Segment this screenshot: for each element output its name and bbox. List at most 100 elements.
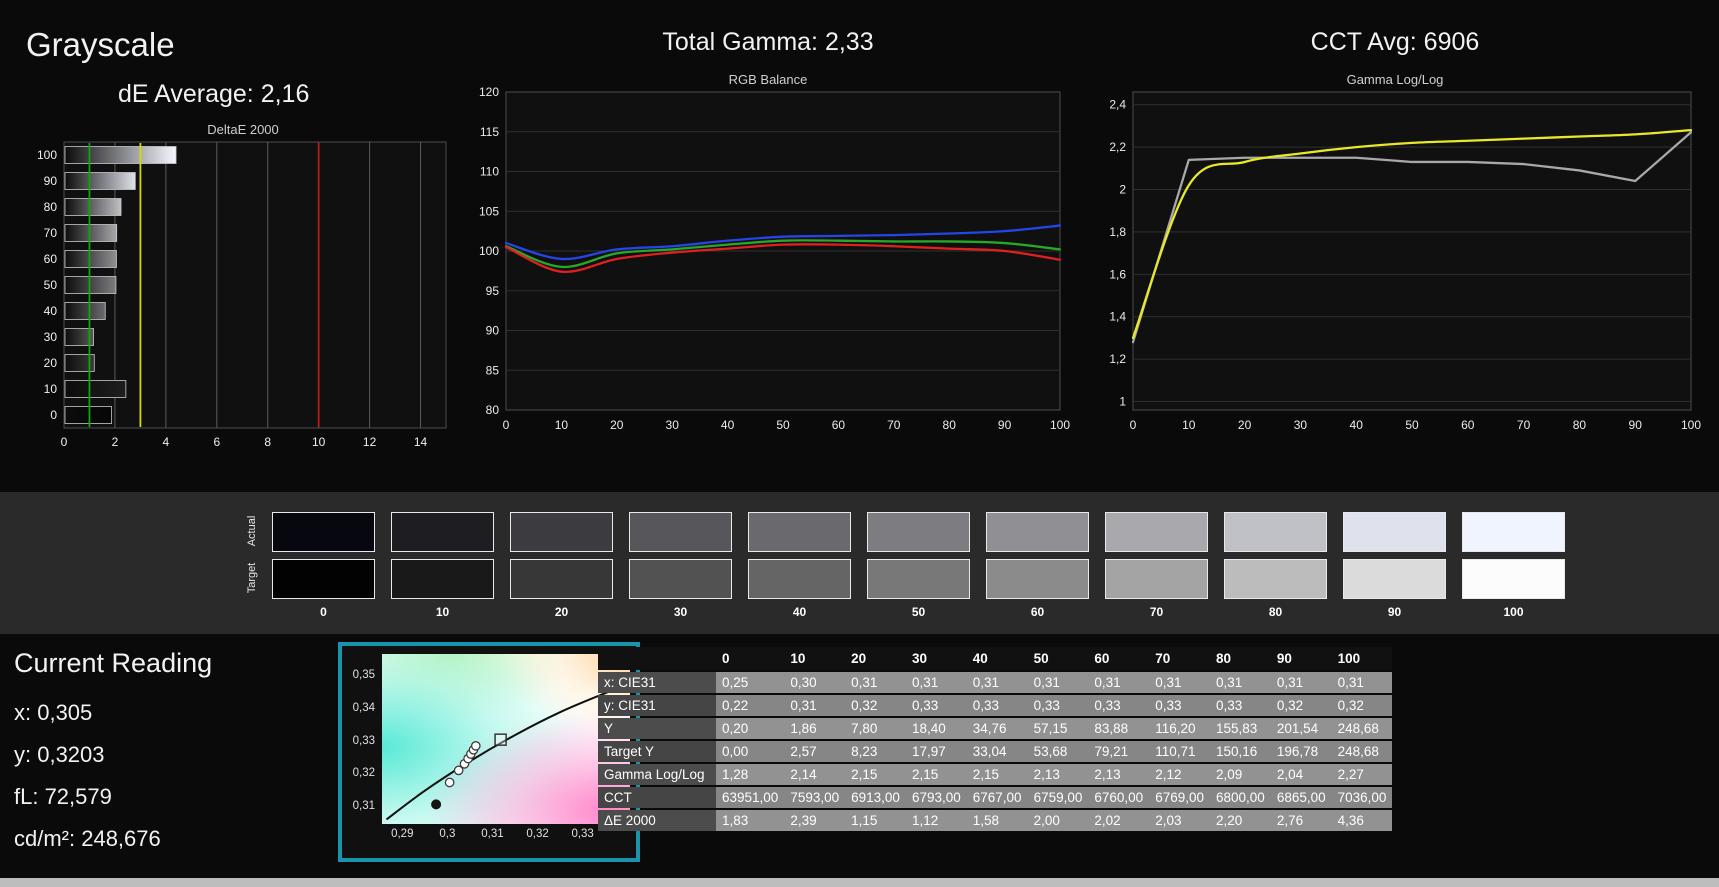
cell: 34,76 <box>966 718 1028 739</box>
reading-fl: fL: 72,579 <box>14 784 112 809</box>
cell: 0,31 <box>905 672 967 693</box>
cell: 1,86 <box>784 718 846 739</box>
cell: 4,36 <box>1331 810 1393 831</box>
target-swatch-70 <box>1105 559 1208 599</box>
svg-text:115: 115 <box>480 125 499 139</box>
svg-text:100: 100 <box>479 244 499 258</box>
cell: 0,31 <box>1210 672 1271 693</box>
svg-text:90: 90 <box>486 324 500 338</box>
deltae-bar-0 <box>64 406 113 424</box>
cie-chromaticity-panel[interactable]: 0,31 0,32 0,33 0,34 0,35 0,29 0,3 0,31 0,32 0,33 <box>338 642 640 862</box>
svg-text:90: 90 <box>998 418 1012 432</box>
window-bottom-edge <box>0 878 1719 887</box>
actual-swatch-60 <box>986 512 1089 552</box>
cie-point-circle <box>444 777 455 788</box>
actual-swatch-90 <box>1343 512 1446 552</box>
actual-swatch-70 <box>1105 512 1208 552</box>
cell: 63951,00 <box>716 787 785 808</box>
svg-text:60: 60 <box>44 252 58 266</box>
table-col-header: 10 <box>784 647 846 670</box>
swatch-column-90: 90 <box>1343 512 1446 619</box>
swatch-level-label: 60 <box>1030 605 1045 619</box>
table-col-header: 100 <box>1331 647 1393 670</box>
reading-cdm2: cd/m²: 248,676 <box>14 826 161 851</box>
svg-text:20: 20 <box>44 356 58 370</box>
cell: 150,16 <box>1210 741 1271 762</box>
cell: 0,31 <box>1088 672 1150 693</box>
svg-text:2: 2 <box>112 435 119 449</box>
svg-text:120: 120 <box>479 86 499 99</box>
cell: 2,12 <box>1149 764 1210 785</box>
rgb_balance-blue-line <box>504 224 1062 261</box>
swatch-column-30: 30 <box>629 512 732 619</box>
svg-text:1,8: 1,8 <box>1109 225 1126 239</box>
cell: 0,31 <box>1331 672 1393 693</box>
cie-scatter-chart <box>385 683 630 821</box>
cell: 0,33 <box>1210 695 1271 716</box>
cell: 2,09 <box>1210 764 1271 785</box>
cell: 79,21 <box>1088 741 1150 762</box>
cell: 0,33 <box>905 695 967 716</box>
svg-text:1,2: 1,2 <box>1109 352 1126 366</box>
cell: 0,31 <box>1027 672 1089 693</box>
svg-text:2,4: 2,4 <box>1109 98 1126 112</box>
deltae-bar-80 <box>64 198 122 216</box>
actual-swatch-0 <box>272 512 375 552</box>
deltae-chart-title: DeltaE 2000 <box>207 122 279 137</box>
table-row-gamma-log-log: Gamma Log/Log 1,28 2,14 2,15 2,15 2,15 2,13 2,1… <box>598 764 1393 785</box>
swatch-column-10: 10 <box>391 512 494 619</box>
svg-text:40: 40 <box>44 304 58 318</box>
current-reading-title: Current Reading <box>14 648 213 678</box>
cell: 116,20 <box>1149 718 1210 739</box>
cie-point-dot <box>431 799 442 810</box>
svg-text:100: 100 <box>1681 418 1701 432</box>
cie-x-tick: 0,33 <box>571 828 594 840</box>
cell: 6769,00 <box>1149 787 1210 808</box>
svg-text:4: 4 <box>163 435 170 449</box>
swatch-column-40: 40 <box>748 512 851 619</box>
cell: 2,14 <box>784 764 846 785</box>
svg-text:50: 50 <box>44 278 58 292</box>
daylight-locus-curve <box>385 683 630 821</box>
table-corner-cell <box>598 647 716 670</box>
gamma_loglog-measured-line <box>1131 131 1693 344</box>
row-label: CCT <box>598 787 716 808</box>
cell: 0,33 <box>1088 695 1150 716</box>
svg-text:60: 60 <box>832 418 846 432</box>
swatch-level-label: 40 <box>792 605 807 619</box>
table-col-header: 70 <box>1149 647 1210 670</box>
cie-y-tick: 0,34 <box>352 701 375 714</box>
svg-text:8: 8 <box>264 435 271 449</box>
svg-text:20: 20 <box>1238 418 1252 432</box>
de-average-readout: dE Average: 2,16 <box>118 80 310 108</box>
cie-x-tick: 0,32 <box>526 828 549 840</box>
table-header-row: 0 10 20 30 40 50 60 70 80 90 100 <box>598 647 1393 670</box>
cell: 0,00 <box>716 741 785 762</box>
cell: 2,27 <box>1331 764 1393 785</box>
cie-point-square <box>494 733 507 746</box>
svg-text:0: 0 <box>61 435 68 449</box>
swatch-level-label: 80 <box>1268 605 1283 619</box>
svg-text:20: 20 <box>610 418 624 432</box>
cell: 0,31 <box>1270 672 1332 693</box>
cell: 2,02 <box>1088 810 1150 831</box>
cell: 0,22 <box>716 695 785 716</box>
target-swatch-100 <box>1462 559 1565 599</box>
cell: 0,33 <box>966 695 1028 716</box>
actual-swatch-40 <box>748 512 851 552</box>
table-col-header: 0 <box>716 647 785 670</box>
table-row-x-cie31: x: CIE31 0,25 0,30 0,31 0,31 0,31 0,31 0,31 0,31… <box>598 672 1393 693</box>
cell: 1,83 <box>716 810 785 831</box>
swatch-level-label: 20 <box>554 605 569 619</box>
cell: 6760,00 <box>1088 787 1150 808</box>
cell: 248,68 <box>1331 741 1393 762</box>
rgb_balance-green-line <box>504 239 1062 269</box>
table-col-header: 50 <box>1027 647 1089 670</box>
target-swatch-10 <box>391 559 494 599</box>
cie-x-tick: 0,3 <box>439 828 456 840</box>
svg-text:30: 30 <box>666 418 680 432</box>
svg-text:40: 40 <box>721 418 735 432</box>
cell: 2,13 <box>1027 764 1089 785</box>
svg-text:85: 85 <box>486 363 500 377</box>
